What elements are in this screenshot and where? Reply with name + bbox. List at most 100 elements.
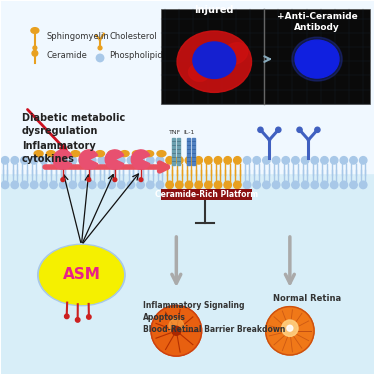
Circle shape <box>147 157 154 164</box>
Text: Diabetic metabolic
dysregulation: Diabetic metabolic dysregulation <box>22 113 125 136</box>
Circle shape <box>98 181 106 189</box>
Circle shape <box>156 181 164 189</box>
Text: Ceramide: Ceramide <box>46 51 87 60</box>
Circle shape <box>185 181 193 189</box>
Ellipse shape <box>157 151 166 157</box>
Circle shape <box>11 181 18 189</box>
Circle shape <box>214 157 222 164</box>
Circle shape <box>340 157 348 164</box>
Circle shape <box>315 127 320 132</box>
Circle shape <box>282 320 298 336</box>
Circle shape <box>176 157 183 164</box>
Circle shape <box>40 181 48 189</box>
Circle shape <box>360 157 367 164</box>
Ellipse shape <box>132 151 141 157</box>
Text: +Anti-Ceramide
Antibody: +Anti-Ceramide Antibody <box>277 12 357 32</box>
Ellipse shape <box>108 151 117 157</box>
Circle shape <box>40 157 48 164</box>
Circle shape <box>32 51 38 56</box>
Circle shape <box>117 181 125 189</box>
Bar <box>187 138 190 165</box>
Circle shape <box>75 318 80 322</box>
Circle shape <box>139 178 143 182</box>
Circle shape <box>253 181 261 189</box>
Circle shape <box>172 326 181 335</box>
Text: Inflammatory Signaling
Apoptosis
Blood-Retinal Barrier Breakdown: Inflammatory Signaling Apoptosis Blood-R… <box>143 301 285 334</box>
Circle shape <box>21 157 28 164</box>
Circle shape <box>69 181 76 189</box>
Ellipse shape <box>120 151 129 157</box>
Circle shape <box>108 157 115 164</box>
Ellipse shape <box>34 151 43 157</box>
Circle shape <box>147 181 154 189</box>
Circle shape <box>263 157 270 164</box>
Circle shape <box>253 157 261 164</box>
Circle shape <box>321 181 328 189</box>
Circle shape <box>205 157 212 164</box>
Circle shape <box>30 181 38 189</box>
Text: TNF: TNF <box>169 129 181 135</box>
Circle shape <box>282 157 290 164</box>
Bar <box>162 9 370 104</box>
Circle shape <box>297 127 302 132</box>
Circle shape <box>2 157 9 164</box>
Circle shape <box>60 181 67 189</box>
Circle shape <box>88 157 96 164</box>
Ellipse shape <box>177 31 252 92</box>
Circle shape <box>113 178 117 182</box>
Circle shape <box>137 181 144 189</box>
Circle shape <box>50 157 57 164</box>
Ellipse shape <box>223 43 248 64</box>
Circle shape <box>127 157 135 164</box>
Circle shape <box>87 178 91 182</box>
Ellipse shape <box>96 151 105 157</box>
Wedge shape <box>79 150 98 169</box>
Circle shape <box>79 181 86 189</box>
Circle shape <box>272 157 280 164</box>
Circle shape <box>87 315 91 319</box>
Circle shape <box>350 181 357 189</box>
Circle shape <box>282 181 290 189</box>
Ellipse shape <box>145 151 154 157</box>
Wedge shape <box>53 150 72 169</box>
Circle shape <box>11 157 18 164</box>
Circle shape <box>98 157 106 164</box>
Circle shape <box>292 157 299 164</box>
Text: Ceramide-Rich Platform: Ceramide-Rich Platform <box>155 190 258 199</box>
Circle shape <box>243 181 251 189</box>
Circle shape <box>33 46 37 50</box>
Circle shape <box>302 157 309 164</box>
Ellipse shape <box>295 40 339 78</box>
Ellipse shape <box>39 246 123 304</box>
Circle shape <box>127 181 135 189</box>
Text: Injured: Injured <box>195 5 234 15</box>
Ellipse shape <box>46 151 56 157</box>
Circle shape <box>185 157 193 164</box>
Circle shape <box>61 178 64 182</box>
Wedge shape <box>105 150 124 169</box>
Circle shape <box>195 157 202 164</box>
Ellipse shape <box>189 64 209 81</box>
Circle shape <box>151 306 202 356</box>
Circle shape <box>88 181 96 189</box>
Ellipse shape <box>193 42 236 78</box>
Circle shape <box>176 181 183 189</box>
Circle shape <box>214 181 222 189</box>
Circle shape <box>243 157 251 164</box>
Circle shape <box>360 181 367 189</box>
Ellipse shape <box>59 151 68 157</box>
Ellipse shape <box>83 151 92 157</box>
Ellipse shape <box>31 28 39 33</box>
Circle shape <box>287 325 293 331</box>
Circle shape <box>258 127 263 132</box>
Circle shape <box>330 157 338 164</box>
Circle shape <box>330 181 338 189</box>
Circle shape <box>205 181 212 189</box>
Circle shape <box>321 157 328 164</box>
Circle shape <box>50 181 57 189</box>
Circle shape <box>64 314 69 319</box>
Ellipse shape <box>292 37 342 81</box>
Circle shape <box>79 157 86 164</box>
Circle shape <box>169 318 184 333</box>
Circle shape <box>276 127 281 132</box>
